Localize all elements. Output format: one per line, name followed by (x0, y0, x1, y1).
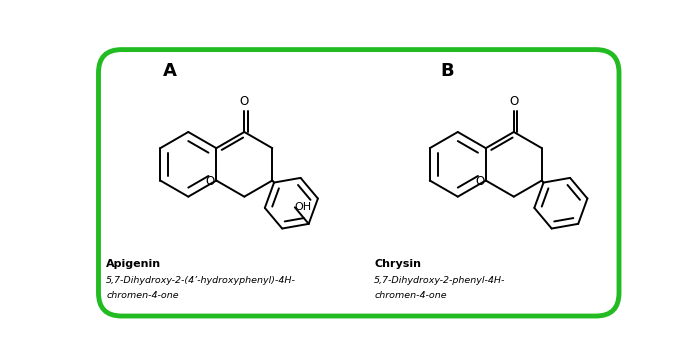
Text: A: A (163, 62, 177, 80)
Text: 5,7-Dihydroxy-2-(4’-hydroxyphenyl)-4H-: 5,7-Dihydroxy-2-(4’-hydroxyphenyl)-4H- (106, 276, 296, 285)
Text: chromen-4-one: chromen-4-one (106, 291, 178, 300)
Text: B: B (440, 62, 454, 80)
Text: chromen-4-one: chromen-4-one (374, 291, 447, 300)
FancyBboxPatch shape (99, 50, 619, 316)
Text: O: O (475, 175, 484, 188)
Text: OH: OH (295, 202, 312, 212)
Text: Apigenin: Apigenin (106, 259, 161, 269)
Text: O: O (206, 175, 215, 188)
Text: O: O (239, 95, 249, 108)
Text: Chrysin: Chrysin (374, 259, 421, 269)
Text: 5,7-Dihydroxy-2-phenyl-4H-: 5,7-Dihydroxy-2-phenyl-4H- (374, 276, 505, 285)
Text: O: O (509, 95, 519, 108)
